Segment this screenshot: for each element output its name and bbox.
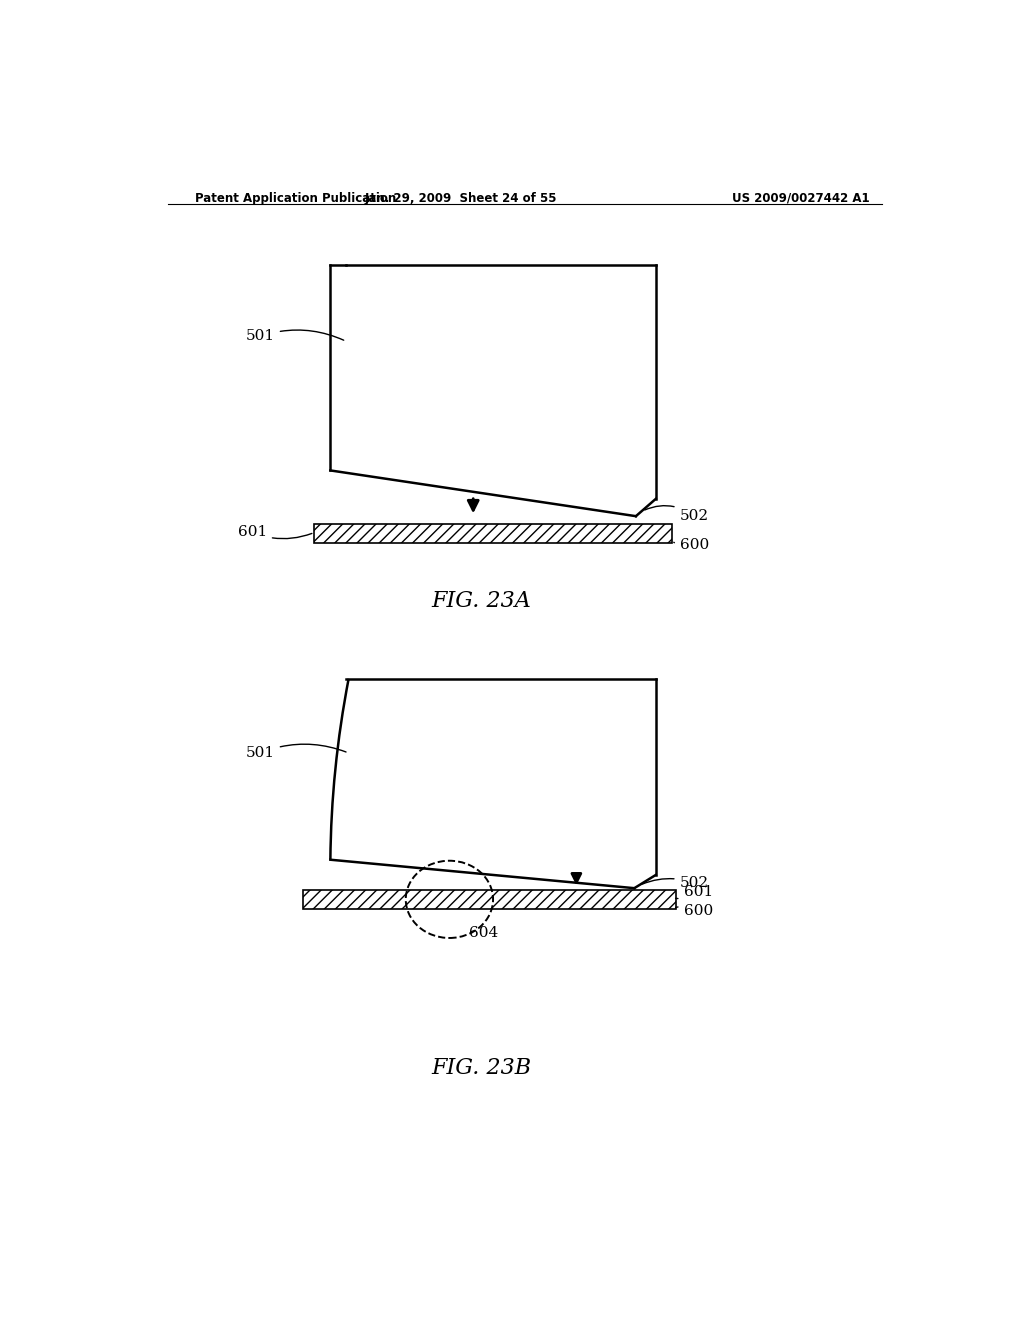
- Bar: [314, 524, 672, 543]
- Text: 601: 601: [676, 886, 713, 899]
- Text: 601: 601: [238, 525, 312, 540]
- Text: FIG. 23A: FIG. 23A: [431, 590, 531, 611]
- Text: Jan. 29, 2009  Sheet 24 of 55: Jan. 29, 2009 Sheet 24 of 55: [366, 191, 557, 205]
- Text: Patent Application Publication: Patent Application Publication: [196, 191, 396, 205]
- Text: 501: 501: [246, 744, 346, 760]
- Text: 501: 501: [246, 329, 344, 343]
- Text: 600: 600: [674, 537, 709, 552]
- Text: US 2009/0027442 A1: US 2009/0027442 A1: [732, 191, 870, 205]
- Text: 600: 600: [676, 903, 713, 917]
- Bar: [303, 890, 676, 908]
- Text: 604: 604: [469, 925, 499, 940]
- Text: FIG. 23B: FIG. 23B: [431, 1057, 531, 1078]
- Text: 502: 502: [642, 876, 709, 890]
- Text: 502: 502: [645, 506, 709, 523]
